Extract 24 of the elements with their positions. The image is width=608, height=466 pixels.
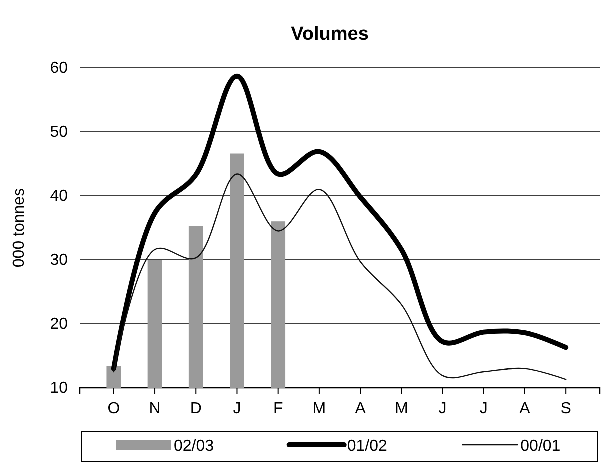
chart-title: Volumes	[291, 24, 369, 45]
x-tick-label: A	[355, 400, 366, 418]
y-axis-title: 000 tonnes	[11, 188, 28, 268]
legend-label: 00/01	[520, 438, 561, 455]
x-tick-label: A	[520, 400, 531, 418]
x-tick-label: J	[480, 400, 488, 418]
x-tick-label: N	[149, 400, 161, 418]
x-tick-label: S	[560, 400, 572, 418]
x-tick-label: J	[438, 400, 447, 418]
legend-label: 01/02	[347, 438, 388, 455]
x-tick-label: M	[312, 400, 326, 418]
y-tick-label: 50	[50, 124, 68, 142]
x-tick-label: D	[190, 400, 202, 418]
y-tick-label: 10	[50, 380, 68, 398]
y-tick-label: 20	[50, 316, 68, 334]
line-series	[113, 174, 567, 380]
x-tick-label: M	[394, 400, 408, 418]
x-tick-label: O	[108, 400, 120, 418]
y-tick-label: 60	[50, 60, 68, 78]
x-tick-label: F	[273, 400, 284, 418]
x-tick-label: J	[233, 400, 242, 418]
y-tick-label: 40	[50, 188, 68, 206]
legend-label: 02/03	[174, 438, 214, 455]
y-tick-label: 30	[50, 252, 68, 270]
